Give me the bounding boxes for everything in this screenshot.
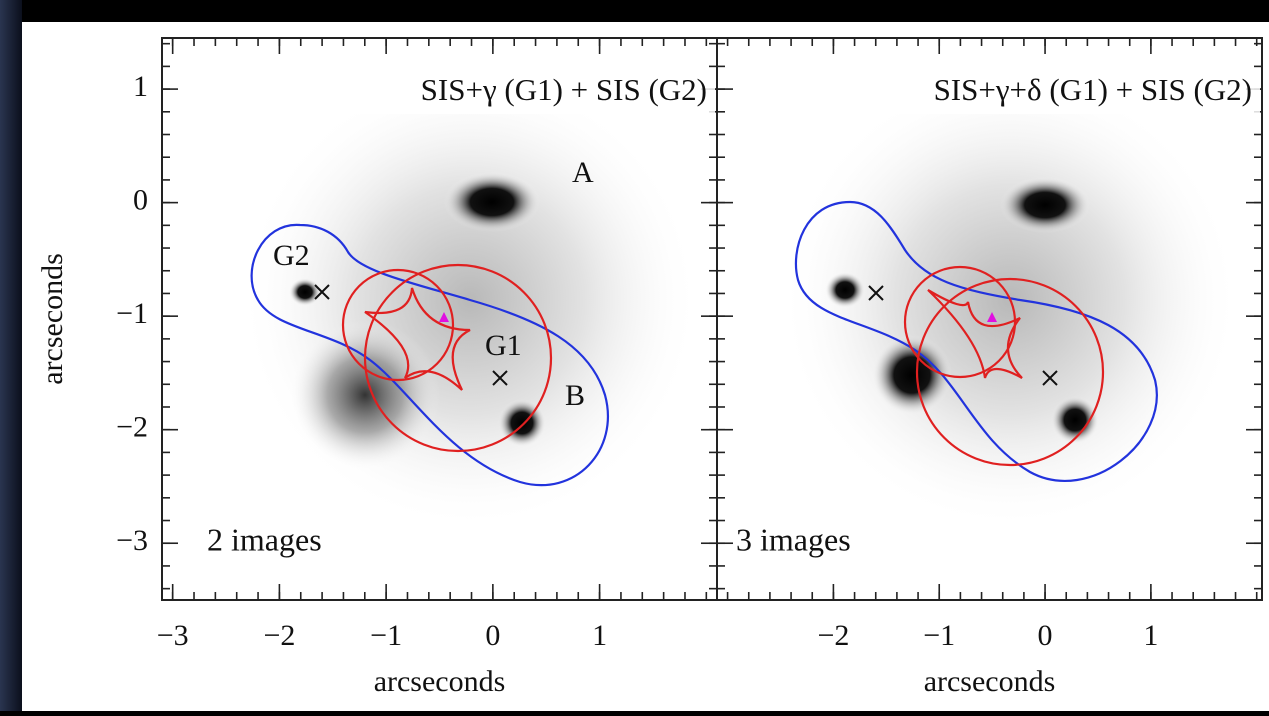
image-label: B <box>565 379 585 412</box>
x-tick-label: −2 <box>263 619 295 652</box>
x-tick-label: 1 <box>592 619 607 652</box>
y-tick-label: 0 <box>133 184 148 217</box>
y-tick-label: −1 <box>116 297 148 330</box>
x-tick-label: 1 <box>1143 619 1158 652</box>
x-tick-label: 0 <box>1038 619 1053 652</box>
x-axis-label: arcseconds <box>924 665 1056 698</box>
y-axis-label: arcseconds <box>36 253 69 385</box>
panel-title: SIS+γ+δ (G1) + SIS (G2) <box>934 72 1252 107</box>
image-count: 2 images <box>207 521 322 557</box>
y-tick-label: 1 <box>133 70 148 103</box>
slide-edge <box>0 0 22 711</box>
x-tick-label: −2 <box>817 619 849 652</box>
figure: A B G1 G2 2 images 3 images −3 −2 −1 0 1 1 0 −1… <box>0 0 1269 711</box>
x-tick-label: −1 <box>370 619 402 652</box>
x-tick-label: −3 <box>157 619 189 652</box>
image-count: 3 images <box>736 521 851 557</box>
page: {"chart_data": [ {"type": "lens-map", "t… <box>0 0 1269 711</box>
x-axis-label: arcseconds <box>374 665 506 698</box>
image-label: A <box>572 156 594 189</box>
panel-title: SIS+γ (G1) + SIS (G2) <box>421 72 707 107</box>
galaxy-label: G2 <box>273 239 310 272</box>
x-tick-label: −1 <box>923 619 955 652</box>
y-tick-label: −2 <box>116 411 148 444</box>
galaxy-label: G1 <box>485 329 522 362</box>
y-tick-label: −3 <box>116 524 148 557</box>
x-tick-label: 0 <box>485 619 500 652</box>
